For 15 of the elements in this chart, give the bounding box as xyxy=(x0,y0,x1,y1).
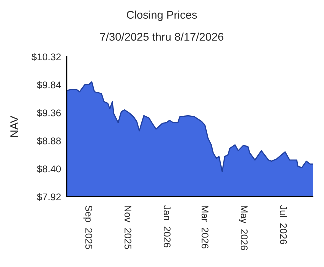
x-tick-label: Jul 2026 xyxy=(280,205,288,244)
y-tick-label: $10.32 xyxy=(32,53,61,62)
chart-subtitle: 7/30/2025 thru 8/17/2026 xyxy=(100,32,224,41)
chart-title: Closing Prices xyxy=(127,10,198,22)
y-tick-label: $7.92 xyxy=(37,193,61,202)
x-tick-label: Sep 2025 xyxy=(84,206,92,250)
y-tick-label: $9.36 xyxy=(37,109,62,118)
x-tick-label: Nov 2025 xyxy=(124,206,132,250)
x-tick-label: May 2026 xyxy=(239,206,248,250)
x-tick-label: Mar 2026 xyxy=(202,206,209,249)
x-tick-label: Jan 2026 xyxy=(164,205,171,248)
y-tick-label: $8.40 xyxy=(37,165,62,174)
y-axis-title: NAV xyxy=(10,116,18,138)
y-tick-label: $8.88 xyxy=(37,137,62,146)
y-tick-label: $9.84 xyxy=(37,81,62,90)
